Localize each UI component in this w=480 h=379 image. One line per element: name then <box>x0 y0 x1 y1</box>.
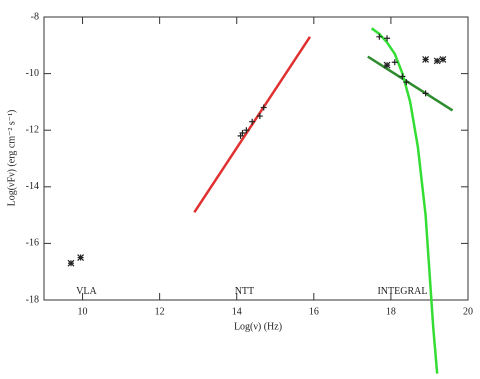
data-point-star <box>67 259 75 267</box>
y-tick-label: -10 <box>26 68 39 79</box>
y-tick-label: -12 <box>26 124 39 135</box>
x-tick-label: 12 <box>155 306 165 317</box>
data-point-cross <box>243 127 250 134</box>
model-curve <box>370 27 439 374</box>
y-axis-label: Log(νFν) (erg cm⁻² s⁻¹) <box>6 110 17 207</box>
annotation: VLA <box>76 286 97 297</box>
data-point-cross <box>249 118 256 125</box>
data-point-cross <box>260 104 267 111</box>
data-point-star <box>439 56 447 63</box>
data-point-cross <box>256 113 263 120</box>
data-point-star <box>77 254 85 261</box>
annotation: NTT <box>235 286 254 297</box>
data-point-cross <box>399 73 406 80</box>
plot-frame <box>43 16 469 301</box>
x-axis-label: Log(ν) (Hz) <box>234 321 282 332</box>
model-curve <box>367 55 454 112</box>
data-point-cross <box>391 59 398 66</box>
x-tick-label: 20 <box>463 306 473 317</box>
data-point-star <box>433 57 441 65</box>
data-point-cross <box>403 79 410 86</box>
data-point-cross <box>376 33 383 40</box>
y-tick-label: -8 <box>31 11 39 22</box>
annotation: INTEGRAL <box>377 286 427 297</box>
data-point-cross <box>422 90 429 97</box>
data-point-cross <box>239 130 246 137</box>
data-point-cross <box>384 35 391 42</box>
y-tick-label: -16 <box>26 238 39 249</box>
x-tick-label: 16 <box>309 306 319 317</box>
x-tick-label: 14 <box>232 306 242 317</box>
x-tick-label: 10 <box>78 306 88 317</box>
x-tick-label: 18 <box>386 306 396 317</box>
data-point-star <box>422 56 430 63</box>
data-point-star <box>383 61 391 69</box>
y-tick-label: -18 <box>26 294 39 305</box>
y-tick-label: -14 <box>26 181 39 192</box>
